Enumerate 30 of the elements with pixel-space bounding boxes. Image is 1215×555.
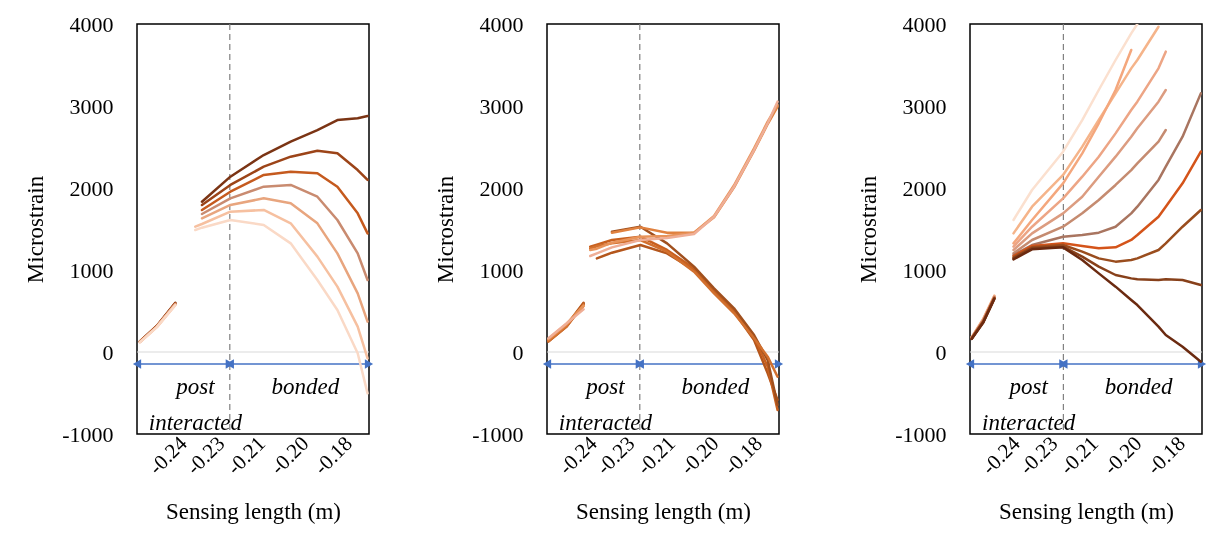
y-tick-label: 3000 xyxy=(479,93,524,119)
annotation: post interacted xyxy=(148,374,243,435)
y-axis-title: Microstrain xyxy=(433,175,459,284)
y-tick-label: 4000 xyxy=(479,11,524,37)
y-tick-label: 2000 xyxy=(902,175,947,201)
y-tick-label: -1000 xyxy=(472,421,524,447)
y-tick-label: 3000 xyxy=(69,93,114,119)
x-axis-title: Sensing length (m) xyxy=(165,498,342,524)
y-tick-label: 1000 xyxy=(479,257,524,283)
y-tick-label: 2000 xyxy=(69,175,114,201)
x-axis-title: Sensing length (m) xyxy=(998,498,1175,524)
annotation: bonded xyxy=(681,374,750,399)
y-tick-label: 1000 xyxy=(902,257,947,283)
y-tick-label: 2000 xyxy=(479,175,524,201)
annotation: bonded xyxy=(1104,374,1174,399)
annotation: post interacted xyxy=(558,374,653,435)
y-tick-label: 0 xyxy=(512,339,524,365)
y-tick-label: 4000 xyxy=(902,11,947,37)
y-axis-title: Microstrain xyxy=(856,175,882,284)
y-tick-label: 0 xyxy=(102,339,114,365)
annotation: bonded xyxy=(271,374,340,399)
y-tick-label: 0 xyxy=(935,339,947,365)
y-tick-label: 1000 xyxy=(69,257,114,283)
y-tick-label: -1000 xyxy=(62,421,114,447)
x-axis-title: Sensing length (m) xyxy=(575,498,752,524)
y-tick-label: 4000 xyxy=(69,11,114,37)
annotation: post interacted xyxy=(982,374,1076,435)
y-tick-label: -1000 xyxy=(895,421,947,447)
y-tick-label: 3000 xyxy=(902,93,947,119)
y-axis-title: Microstrain xyxy=(23,175,49,284)
